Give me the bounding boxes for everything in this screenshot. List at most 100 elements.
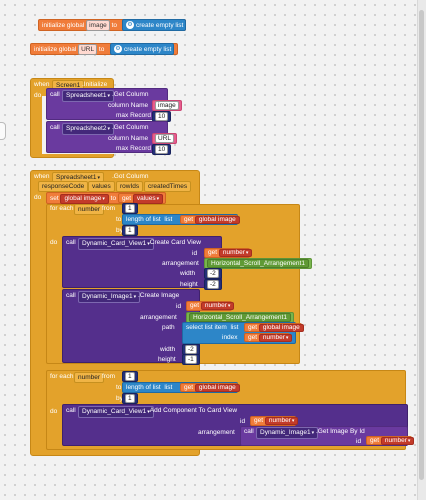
number-block[interactable]: 1 xyxy=(122,225,138,236)
length-of-list-label: length of list xyxy=(126,384,161,391)
call-label: call xyxy=(66,292,76,299)
number-value[interactable]: -2 xyxy=(207,269,219,278)
get-global-image-block[interactable]: get global image xyxy=(180,215,240,224)
var-dropdown[interactable]: global image xyxy=(258,324,304,332)
get-label: get xyxy=(248,334,258,341)
get-label: get xyxy=(254,417,264,424)
arrangement-value[interactable]: Horizontal_Scroll_Arrangement1 xyxy=(189,313,291,322)
number-value[interactable]: 1 xyxy=(125,372,135,381)
param-created-times[interactable]: createdTimes xyxy=(144,181,192,192)
component-dropdown[interactable]: Dynamic_Card_View1▾ xyxy=(78,238,154,250)
param-row-ids[interactable]: rowIds xyxy=(116,181,144,192)
from-label: from xyxy=(102,205,115,212)
number-value[interactable]: 10 xyxy=(155,112,169,121)
var-dropdown[interactable]: global image xyxy=(194,216,240,224)
width-label: width xyxy=(180,270,196,277)
event-name: .Got Column xyxy=(112,173,149,180)
component-dropdown[interactable]: Dynamic_Image1▾ xyxy=(256,427,319,439)
create-empty-list-block[interactable]: ⚙ create empty list xyxy=(110,43,174,55)
number-value[interactable]: 1 xyxy=(125,394,135,403)
text-value[interactable]: URL xyxy=(155,134,175,143)
arrangement-label: arrangement xyxy=(198,429,235,436)
component-dropdown[interactable]: Spreadsheet1▾ xyxy=(62,90,114,102)
loop-var[interactable]: number xyxy=(74,372,105,383)
number-block[interactable]: 1 xyxy=(122,203,138,214)
id-label: id xyxy=(240,418,246,425)
number-value[interactable]: 10 xyxy=(155,145,169,154)
call-label: call xyxy=(244,428,254,435)
text-block[interactable]: image xyxy=(152,100,182,111)
by-label: by xyxy=(116,395,123,402)
param-response-code[interactable]: responseCode xyxy=(38,181,89,192)
when-label: when xyxy=(34,173,50,180)
get-global-image-block[interactable]: get global image xyxy=(180,383,240,392)
var-dropdown[interactable]: number▾ xyxy=(200,302,235,310)
get-number-block[interactable]: get number▾ xyxy=(250,416,299,426)
number-value[interactable]: -2 xyxy=(207,280,219,289)
get-number-block[interactable]: get number▾ xyxy=(204,248,253,258)
call-label: call xyxy=(50,124,60,131)
create-empty-list-label: create empty list xyxy=(136,22,184,29)
width-label: width xyxy=(160,346,176,353)
get-label: get xyxy=(184,216,194,223)
var-dropdown[interactable]: global image xyxy=(194,384,240,392)
global-var-name[interactable]: URL xyxy=(78,44,98,55)
when-label: when xyxy=(34,81,50,88)
loop-var[interactable]: number xyxy=(74,204,105,215)
number-value[interactable]: -1 xyxy=(185,355,197,364)
component-dropdown[interactable]: Dynamic_Card_View1▾ xyxy=(78,406,154,418)
select-list-item-label: select list item list xyxy=(186,324,239,331)
global-var-name[interactable]: image xyxy=(86,20,110,31)
number-block[interactable]: -2 xyxy=(204,268,222,279)
number-block[interactable]: -1 xyxy=(182,354,200,365)
create-empty-list-label: create empty list xyxy=(124,46,172,53)
var-dropdown[interactable]: global image▾ xyxy=(60,194,109,204)
create-empty-list-block[interactable]: ⚙ create empty list xyxy=(122,19,186,31)
for-each-label: for each xyxy=(50,205,74,212)
method-label: .Get Column xyxy=(112,124,149,131)
get-values-block[interactable]: get values▾ xyxy=(118,193,164,204)
text-block[interactable]: URL xyxy=(152,133,178,144)
arrangement-value[interactable]: Horizontal_Scroll_Arrangement1 xyxy=(207,259,309,268)
arrangement-label: arrangement xyxy=(162,260,199,267)
path-label: path xyxy=(162,324,175,331)
method-label: .Create Card View xyxy=(148,239,201,246)
number-block[interactable]: 1 xyxy=(122,371,138,382)
var-dropdown[interactable]: number▾ xyxy=(380,437,415,445)
call-label: call xyxy=(66,239,76,246)
gear-icon[interactable]: ⚙ xyxy=(126,21,134,30)
get-number-block[interactable]: get number▾ xyxy=(186,301,235,311)
number-block[interactable]: 1 xyxy=(122,393,138,404)
get-label: get xyxy=(122,195,132,202)
var-dropdown[interactable]: number▾ xyxy=(258,334,293,342)
number-value[interactable]: -2 xyxy=(185,345,197,354)
var-dropdown[interactable]: number▾ xyxy=(264,417,299,425)
do-label: do xyxy=(50,239,58,246)
from-label: from xyxy=(102,373,115,380)
height-label: height xyxy=(180,281,198,288)
method-label: .Add Component To Card View xyxy=(148,407,238,414)
get-label: get xyxy=(248,324,258,331)
arrangement-block[interactable]: Horizontal_Scroll_Arrangement1 xyxy=(204,258,312,269)
number-block[interactable]: -2 xyxy=(204,279,222,290)
number-value[interactable]: 1 xyxy=(125,204,135,213)
index-label: index xyxy=(222,334,238,341)
get-global-image-block[interactable]: get global image xyxy=(244,323,304,332)
component-dropdown[interactable]: Dynamic_Image1▾ xyxy=(78,291,141,303)
number-block[interactable]: 10 xyxy=(152,144,172,155)
gear-icon[interactable]: ⚙ xyxy=(114,45,122,54)
vertical-scrollbar[interactable] xyxy=(417,0,426,500)
text-value[interactable]: image xyxy=(155,101,179,110)
side-panel-handle[interactable] xyxy=(0,122,6,140)
var-dropdown[interactable]: values▾ xyxy=(132,194,164,204)
get-number-block[interactable]: get number▾ xyxy=(244,333,293,342)
to-label: to xyxy=(116,384,122,391)
var-dropdown[interactable]: number▾ xyxy=(218,249,253,257)
component-dropdown[interactable]: Spreadsheet2▾ xyxy=(62,123,114,135)
method-label: .Get Column xyxy=(112,91,149,98)
get-number-block[interactable]: get number▾ xyxy=(366,436,415,445)
id-label: id xyxy=(176,303,182,310)
number-value[interactable]: 1 xyxy=(125,226,135,235)
param-values[interactable]: values xyxy=(88,181,115,192)
scrollbar-thumb[interactable] xyxy=(419,10,424,480)
